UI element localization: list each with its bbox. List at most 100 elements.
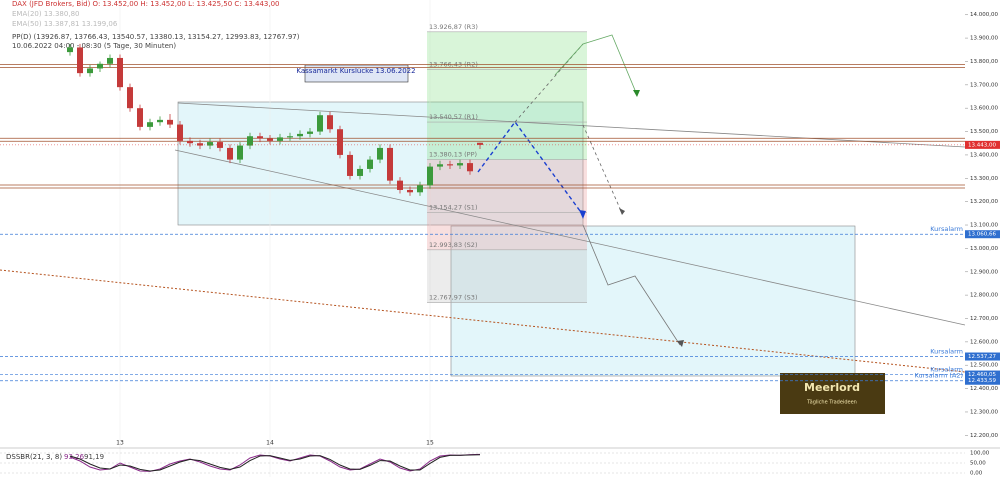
y-tick-label: 12.900,00 (970, 269, 998, 275)
x-tick-label: 14 (266, 440, 274, 447)
y-tick-label: 50,00 (970, 461, 986, 467)
pivot-zone (427, 31, 587, 160)
y-tick-label: 13.300,00 (970, 176, 998, 182)
pivot-label: 12.767,97 (S3) (429, 294, 477, 302)
candle-body (427, 166, 433, 186)
pivot-label: 13.926,87 (R3) (429, 23, 478, 31)
channel-line (174, 149, 966, 326)
pivot-label: 12.993,83 (S2) (429, 241, 477, 249)
y-tick-label: 12.600,00 (970, 339, 998, 345)
candle-body (457, 163, 463, 166)
pivot-label: 13.154,27 (S1) (429, 203, 477, 211)
y-tick-label: 13.600,00 (970, 106, 998, 112)
y-tick-label: 0,00 (970, 471, 983, 477)
candle-body (107, 57, 113, 64)
candle-body (237, 145, 243, 160)
y-tick-label: 13.400,00 (970, 152, 998, 158)
candle-body (67, 47, 73, 53)
zone-box (177, 101, 584, 226)
candle-body (477, 142, 483, 145)
y-tick-label: 13.200,00 (970, 199, 998, 205)
candle-body (367, 159, 373, 169)
y-tick-label: 12.700,00 (970, 316, 998, 322)
alarm-badge (965, 230, 1000, 239)
x-tick-label: 15 (426, 440, 434, 447)
candle-body (387, 147, 393, 181)
candle-body (177, 124, 183, 141)
last-price-label: 13.443,00 (968, 142, 996, 148)
y-tick-label: 12.800,00 (970, 293, 998, 299)
y-tick-label: 13.700,00 (970, 82, 998, 88)
candle-body (77, 47, 83, 74)
candle-body (157, 119, 163, 123)
candle-body (277, 137, 283, 141)
candle-body (397, 180, 403, 190)
zone-box (450, 225, 856, 377)
header-pivot: PP(D) (13926.87, 13766.43, 13540.57, 133… (12, 33, 300, 41)
alarm-label: 13.060,66 (968, 232, 996, 238)
alarm-name: Kursalarm (930, 348, 963, 356)
logo-subtitle: Tägliche Tradeideen (806, 400, 857, 406)
indicator-line (69, 453, 481, 472)
candle-body (437, 164, 443, 167)
alarm-badge (965, 370, 1000, 379)
candle-body (267, 138, 273, 141)
arrow-head (633, 90, 640, 97)
header-ema: EMA(50) 13.387,81 13.199,06 (12, 20, 118, 28)
arrow-head (677, 340, 684, 347)
logo-title: Meerlord (804, 381, 860, 394)
y-tick-label: 100,00 (970, 451, 990, 457)
candle-body (97, 63, 103, 69)
y-tick-label: 12.300,00 (970, 409, 998, 415)
trend-line (0, 269, 966, 373)
last-price-badge (965, 140, 1000, 149)
candle-body (197, 143, 203, 146)
candle-body (137, 108, 143, 127)
indicator-readout: 91,19 (84, 453, 104, 461)
candle-body (247, 136, 253, 146)
alarm-name: Kursalarm (930, 225, 963, 233)
candle-body (357, 168, 363, 176)
alarm-label: 12.433,59 (968, 378, 996, 384)
candle-body (147, 122, 153, 127)
pivot-label: 13.380,13 (PP) (429, 151, 477, 159)
projection (582, 124, 623, 214)
header-ema: EMA(20) 13.380,80 (12, 10, 79, 18)
channel-line (177, 102, 966, 148)
candle-body (127, 87, 133, 109)
header-instrument: DAX (JFD Brokers, Bid) O: 13.452,00 H: 1… (12, 0, 280, 8)
candle-body (187, 140, 193, 144)
candle-body (117, 57, 123, 88)
annotation: Kassamarkt Kurslücke 13.06.2022 (296, 67, 415, 75)
y-tick-label: 13.100,00 (970, 223, 998, 229)
projection (582, 224, 681, 346)
alarm-label: 12.460,05 (968, 372, 996, 378)
y-tick-label: 12.200,00 (970, 433, 998, 439)
candle-body (447, 164, 453, 166)
candle-body (167, 119, 173, 125)
candle-body (467, 163, 473, 172)
projection (554, 34, 638, 96)
alarm-name: Kursalarm (930, 366, 963, 374)
candle-body (207, 142, 213, 146)
y-tick-label: 14.000,00 (970, 12, 998, 18)
candle-body (347, 154, 353, 176)
pivot-zone (427, 249, 587, 303)
indicator-name: DSSBR(21, 3, 8) (6, 453, 62, 461)
logo-box (780, 373, 885, 414)
candle-body (417, 185, 423, 193)
candle-body (407, 189, 413, 193)
indicator-line (69, 454, 481, 472)
y-tick-label: 13.900,00 (970, 36, 998, 42)
x-tick-label: 13 (116, 440, 124, 447)
axis-panel (965, 0, 1000, 477)
alarm-name: Kursalarm (A2) (915, 372, 964, 380)
candle-body (87, 68, 93, 74)
candle-body (337, 129, 343, 155)
y-tick-label: 12.400,00 (970, 386, 998, 392)
annotation-box (304, 64, 409, 83)
y-tick-label: 12.500,00 (970, 363, 998, 369)
pivot-zone (427, 159, 587, 250)
candle-body (297, 133, 303, 137)
